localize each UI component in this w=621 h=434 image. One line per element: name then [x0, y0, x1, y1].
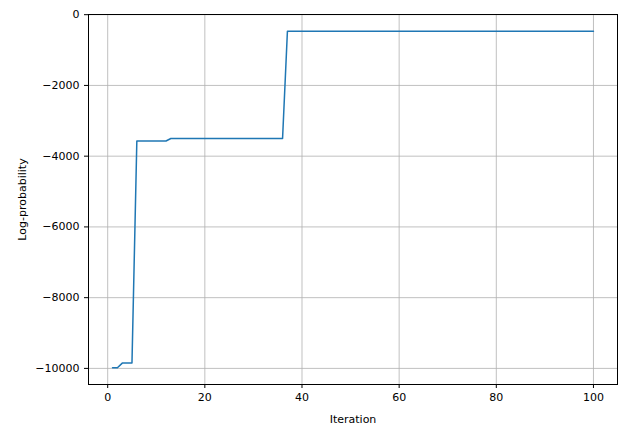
svg-text:−8000: −8000	[42, 291, 79, 304]
svg-text:−10000: −10000	[35, 362, 79, 375]
svg-text:20: 20	[198, 391, 212, 404]
svg-text:40: 40	[295, 391, 309, 404]
svg-text:−6000: −6000	[42, 220, 79, 233]
svg-text:−4000: −4000	[42, 150, 79, 163]
svg-text:100: 100	[583, 391, 604, 404]
svg-text:80: 80	[489, 391, 503, 404]
svg-text:0: 0	[104, 391, 111, 404]
svg-text:Iteration: Iteration	[330, 413, 377, 426]
svg-text:−2000: −2000	[42, 79, 79, 92]
svg-text:0: 0	[73, 8, 80, 21]
svg-text:60: 60	[392, 391, 406, 404]
svg-text:Log-probability: Log-probability	[16, 158, 29, 241]
